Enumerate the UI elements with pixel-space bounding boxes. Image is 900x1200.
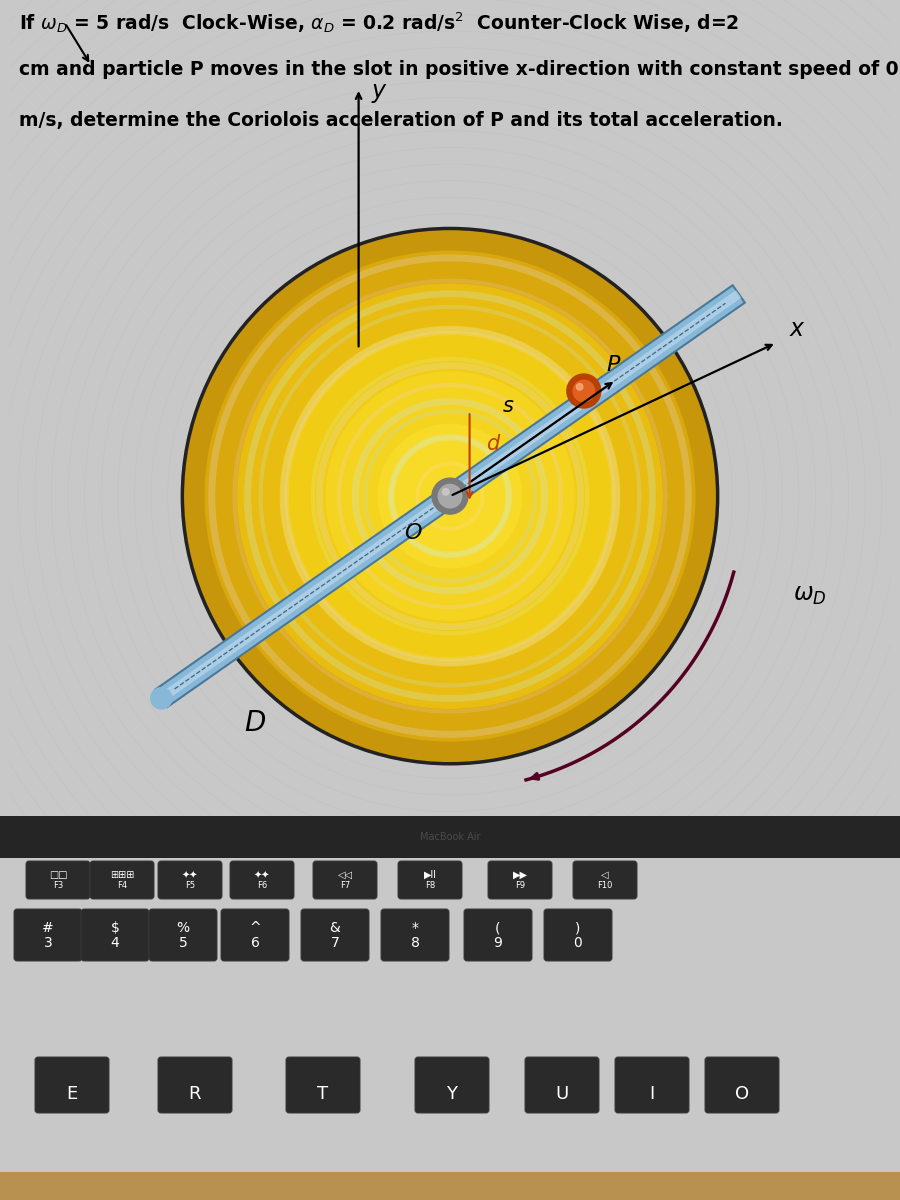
Text: ^: ^ bbox=[249, 922, 261, 935]
FancyBboxPatch shape bbox=[525, 1057, 599, 1114]
Text: MacBook Air: MacBook Air bbox=[419, 832, 481, 842]
Circle shape bbox=[443, 488, 449, 496]
Text: E: E bbox=[67, 1085, 77, 1103]
FancyBboxPatch shape bbox=[398, 862, 462, 899]
FancyBboxPatch shape bbox=[149, 910, 217, 961]
Text: 5: 5 bbox=[178, 936, 187, 950]
Text: 3: 3 bbox=[43, 936, 52, 950]
Text: D: D bbox=[245, 709, 266, 737]
Circle shape bbox=[150, 688, 172, 709]
Text: *: * bbox=[411, 922, 418, 935]
Circle shape bbox=[238, 284, 662, 708]
FancyBboxPatch shape bbox=[230, 862, 294, 899]
Circle shape bbox=[567, 374, 601, 408]
Text: 4: 4 bbox=[111, 936, 120, 950]
FancyBboxPatch shape bbox=[221, 910, 289, 961]
Text: O: O bbox=[735, 1085, 749, 1103]
FancyBboxPatch shape bbox=[14, 910, 82, 961]
Text: ▶ll: ▶ll bbox=[424, 870, 436, 881]
Text: ): ) bbox=[575, 922, 580, 935]
Circle shape bbox=[573, 380, 595, 402]
Text: ⊞⊞⊞: ⊞⊞⊞ bbox=[110, 870, 134, 881]
Text: y: y bbox=[372, 79, 386, 103]
FancyBboxPatch shape bbox=[0, 816, 900, 858]
Text: R: R bbox=[189, 1085, 202, 1103]
FancyBboxPatch shape bbox=[488, 862, 552, 899]
Circle shape bbox=[326, 372, 574, 620]
Text: F6: F6 bbox=[256, 881, 267, 890]
Text: (: ( bbox=[495, 922, 500, 935]
FancyBboxPatch shape bbox=[90, 862, 154, 899]
Text: T: T bbox=[318, 1085, 328, 1103]
FancyBboxPatch shape bbox=[286, 1057, 360, 1114]
Text: #: # bbox=[42, 922, 54, 935]
Text: $\omega_D$: $\omega_D$ bbox=[793, 583, 826, 607]
FancyBboxPatch shape bbox=[313, 862, 377, 899]
Text: U: U bbox=[555, 1085, 569, 1103]
Circle shape bbox=[438, 485, 462, 508]
Text: Y: Y bbox=[446, 1085, 457, 1103]
FancyBboxPatch shape bbox=[158, 862, 222, 899]
FancyBboxPatch shape bbox=[615, 1057, 689, 1114]
Text: F8: F8 bbox=[425, 881, 435, 890]
Text: $: $ bbox=[111, 922, 120, 935]
Text: F7: F7 bbox=[340, 881, 350, 890]
Circle shape bbox=[432, 478, 468, 514]
Text: O: O bbox=[404, 522, 422, 542]
Text: P: P bbox=[607, 355, 620, 376]
Text: F10: F10 bbox=[598, 881, 613, 890]
FancyBboxPatch shape bbox=[464, 910, 532, 961]
Text: s: s bbox=[502, 396, 513, 415]
FancyBboxPatch shape bbox=[415, 1057, 489, 1114]
Text: ✦✦: ✦✦ bbox=[182, 870, 198, 881]
Polygon shape bbox=[155, 286, 745, 707]
Text: 9: 9 bbox=[493, 936, 502, 950]
Text: ▶▶: ▶▶ bbox=[512, 870, 527, 881]
Text: 0: 0 bbox=[573, 936, 582, 950]
FancyBboxPatch shape bbox=[81, 910, 149, 961]
Text: 7: 7 bbox=[330, 936, 339, 950]
Text: 8: 8 bbox=[410, 936, 419, 950]
Circle shape bbox=[183, 228, 717, 763]
Text: F9: F9 bbox=[515, 881, 525, 890]
Text: F3: F3 bbox=[53, 881, 63, 890]
Text: &: & bbox=[329, 922, 340, 935]
Circle shape bbox=[378, 425, 522, 568]
Text: ◁: ◁ bbox=[601, 870, 608, 881]
Text: 6: 6 bbox=[250, 936, 259, 950]
Polygon shape bbox=[158, 290, 742, 702]
Text: cm and particle P moves in the slot in positive x-direction with constant speed : cm and particle P moves in the slot in p… bbox=[19, 60, 900, 79]
Circle shape bbox=[280, 326, 620, 666]
Circle shape bbox=[205, 251, 695, 740]
Circle shape bbox=[576, 384, 583, 390]
Text: □□: □□ bbox=[49, 870, 68, 881]
Text: F4: F4 bbox=[117, 881, 127, 890]
FancyBboxPatch shape bbox=[158, 1057, 232, 1114]
FancyBboxPatch shape bbox=[544, 910, 612, 961]
FancyBboxPatch shape bbox=[381, 910, 449, 961]
FancyBboxPatch shape bbox=[573, 862, 637, 899]
Text: m/s, determine the Coriolois acceleration of P and its total acceleration.: m/s, determine the Coriolois acceleratio… bbox=[19, 110, 783, 130]
Text: If $\omega_D$ = 5 rad/s  Clock-Wise, $\alpha_D$ = 0.2 rad/s$^2$  Counter-Clock W: If $\omega_D$ = 5 rad/s Clock-Wise, $\al… bbox=[19, 10, 740, 35]
Text: I: I bbox=[650, 1085, 654, 1103]
Text: x: x bbox=[789, 317, 804, 341]
FancyBboxPatch shape bbox=[26, 862, 90, 899]
FancyBboxPatch shape bbox=[705, 1057, 779, 1114]
Text: ◁◁: ◁◁ bbox=[338, 870, 353, 881]
Text: ✦✦: ✦✦ bbox=[254, 870, 270, 881]
FancyBboxPatch shape bbox=[0, 1172, 900, 1200]
Text: F5: F5 bbox=[184, 881, 195, 890]
Text: %: % bbox=[176, 922, 190, 935]
FancyBboxPatch shape bbox=[35, 1057, 109, 1114]
FancyBboxPatch shape bbox=[301, 910, 369, 961]
Text: d: d bbox=[486, 434, 500, 455]
